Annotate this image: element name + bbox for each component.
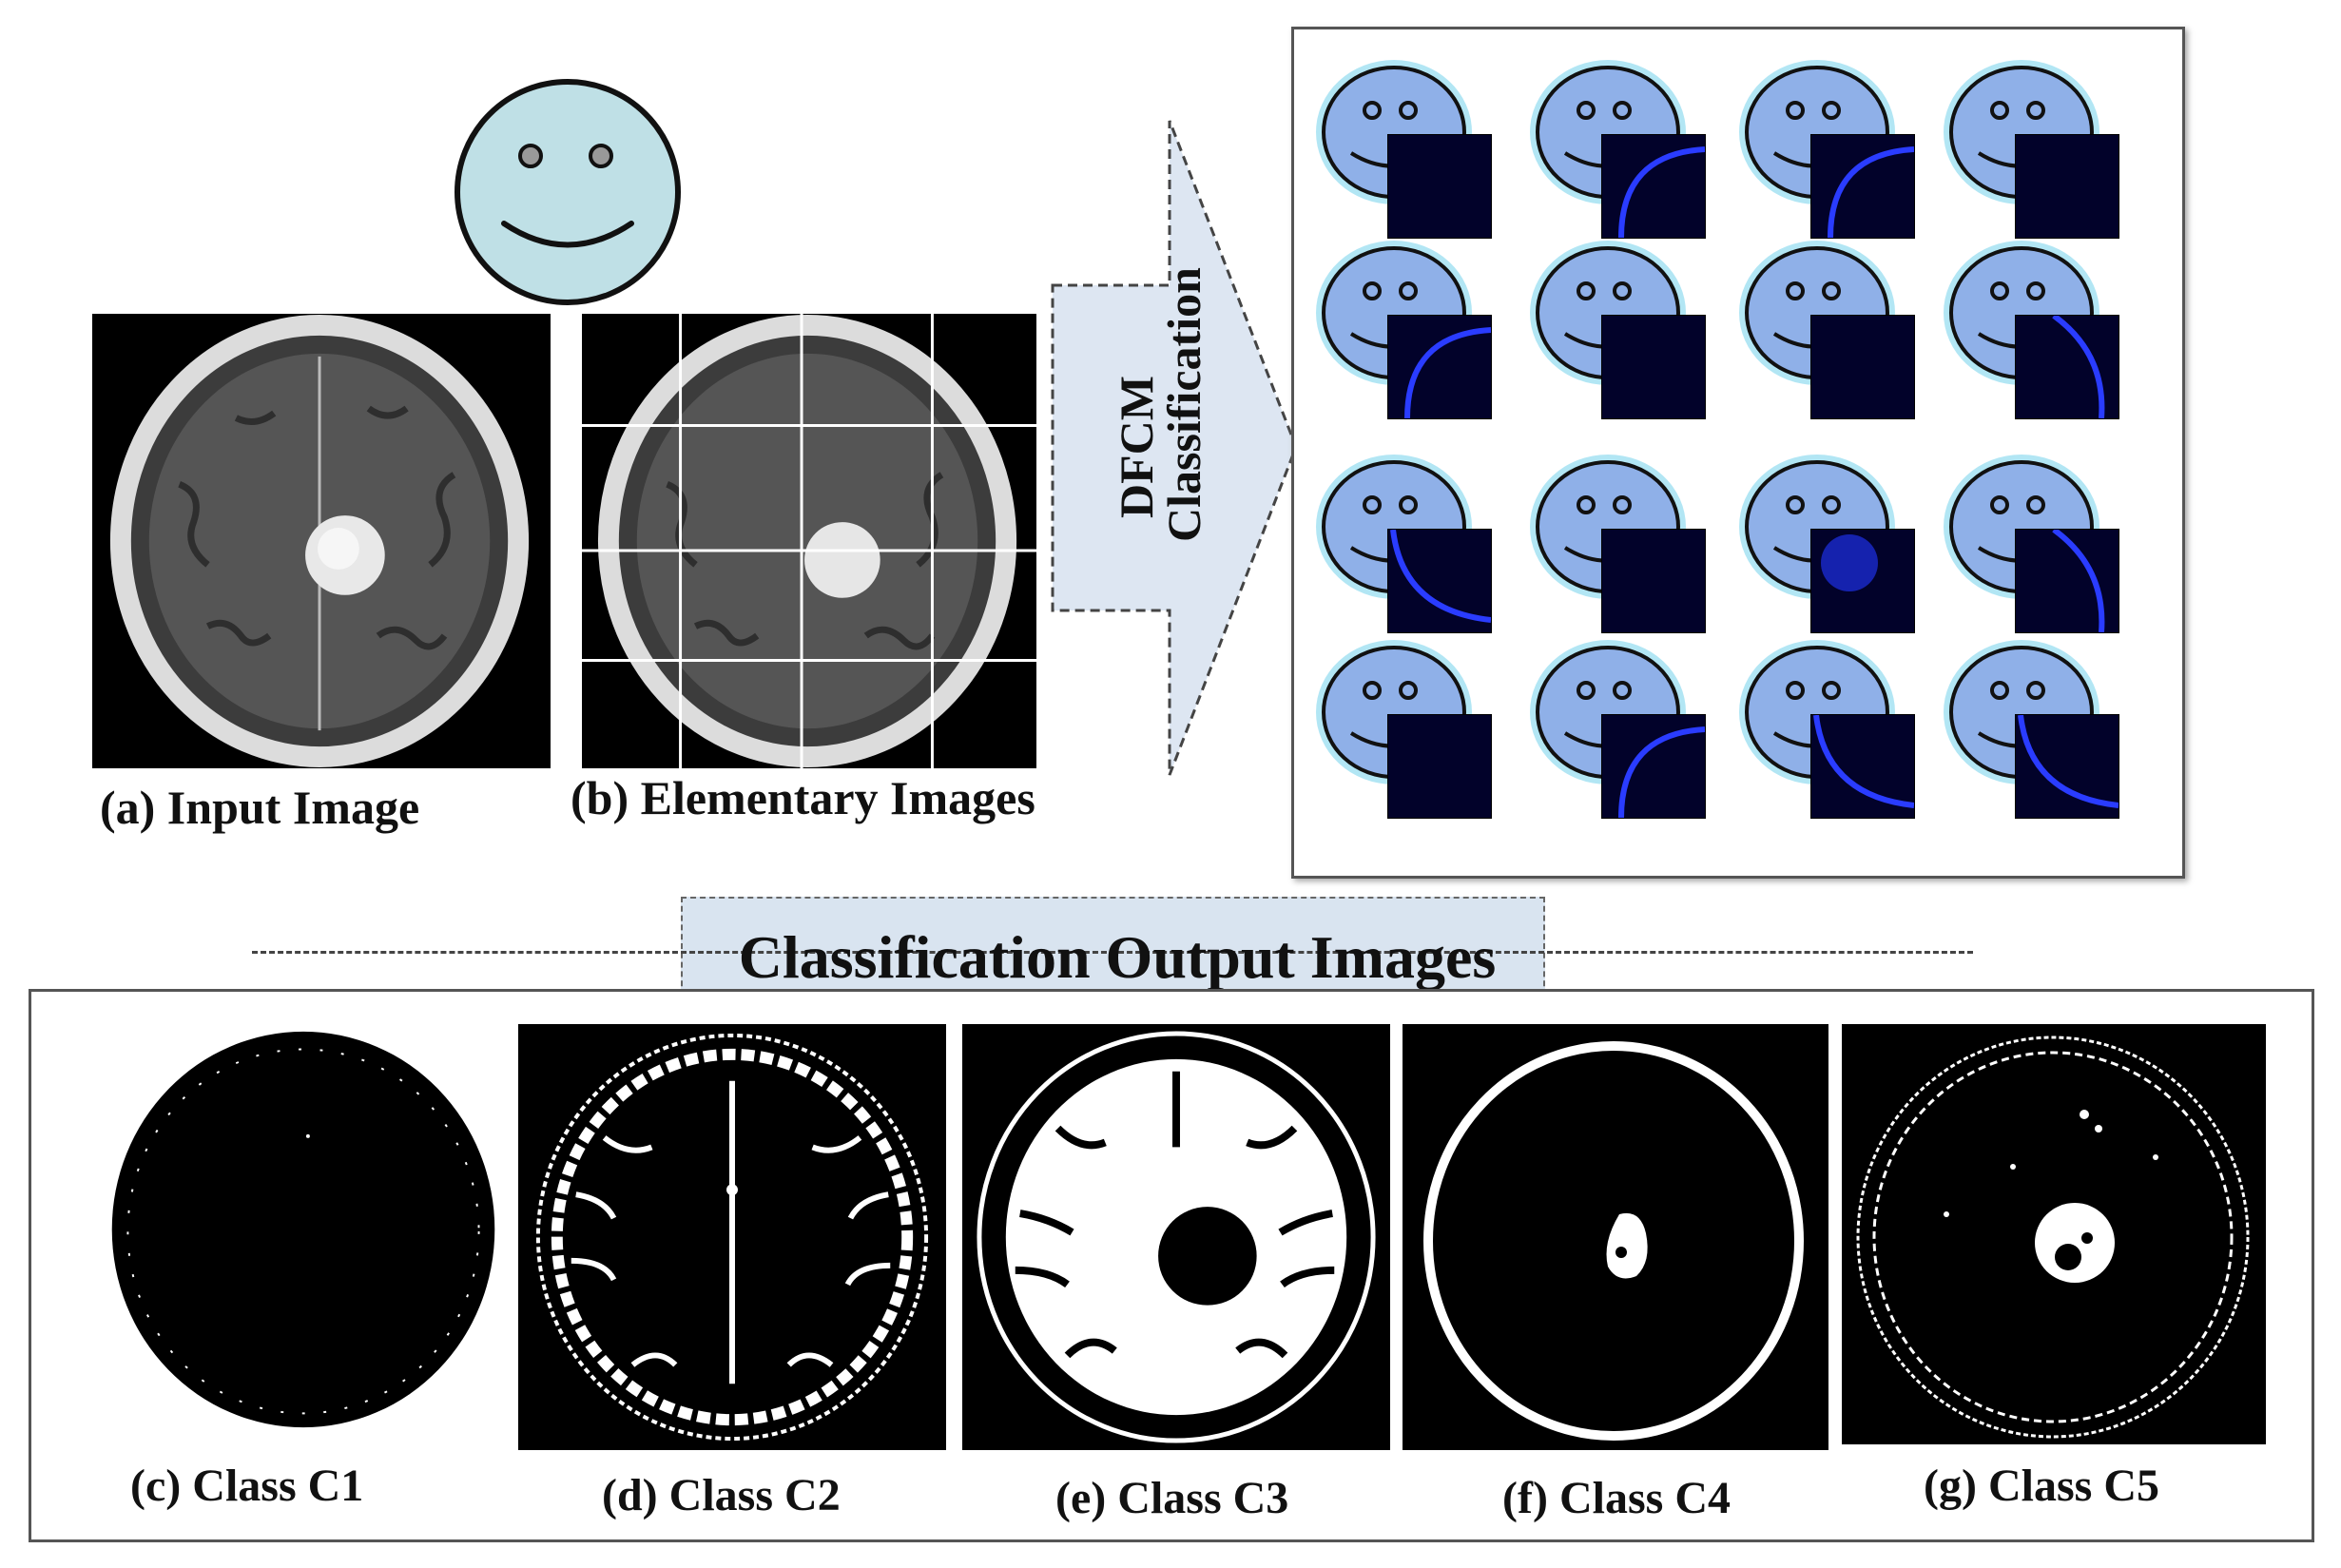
elementary-patch: [1387, 134, 1492, 239]
elementary-patch: [1601, 529, 1706, 633]
elementary-patch: [1810, 134, 1915, 239]
elementary-patch: [1387, 529, 1492, 633]
elementary-mri-image: [582, 314, 1036, 768]
dashed-divider: [252, 951, 1973, 954]
elementary-patch: [1810, 714, 1915, 819]
class-c5-label: (g) Class C5: [1924, 1461, 2159, 1511]
class-c1-label: (c) Class C1: [130, 1461, 364, 1511]
elementary-patch: [2015, 714, 2119, 819]
class-c1-image: [98, 1024, 509, 1435]
elementary-patch: [1601, 134, 1706, 239]
elementary-patch: [1810, 315, 1915, 419]
elementary-patch: [2015, 315, 2119, 419]
elementary-images-label: (b) Elementary Images: [571, 771, 1035, 824]
class-c4-image: [1403, 1024, 1828, 1450]
elementary-patch: [1387, 714, 1492, 819]
input-mri-image: [92, 314, 551, 768]
class-c3-image: [962, 1024, 1390, 1450]
output-banner-title: Classification Output Images: [738, 923, 1497, 991]
elementary-patch: [1601, 315, 1706, 419]
elementary-patch: [1810, 529, 1915, 633]
dfcm-line1: DFCM: [1110, 376, 1163, 518]
elementary-patch: [1601, 714, 1706, 819]
input-image-label: (a) Input Image: [100, 781, 420, 834]
smiley-face-icon: [452, 76, 685, 309]
dfcm-line2: Classification: [1157, 267, 1210, 542]
dfcm-arrow: [1051, 119, 1298, 784]
dfcm-label: DFCM Classification: [1110, 267, 1210, 542]
class-c2-image: [518, 1024, 946, 1450]
class-c2-label: (d) Class C2: [602, 1470, 841, 1520]
elementary-patch: [2015, 529, 2119, 633]
class-c4-label: (f) Class C4: [1502, 1473, 1731, 1523]
elementary-patch: [2015, 134, 2119, 239]
elementary-patch: [1387, 315, 1492, 419]
class-c3-label: (e) Class C3: [1055, 1473, 1289, 1523]
classification-grid-panel: [1291, 27, 2185, 879]
class-c5-image: [1842, 1024, 2266, 1444]
